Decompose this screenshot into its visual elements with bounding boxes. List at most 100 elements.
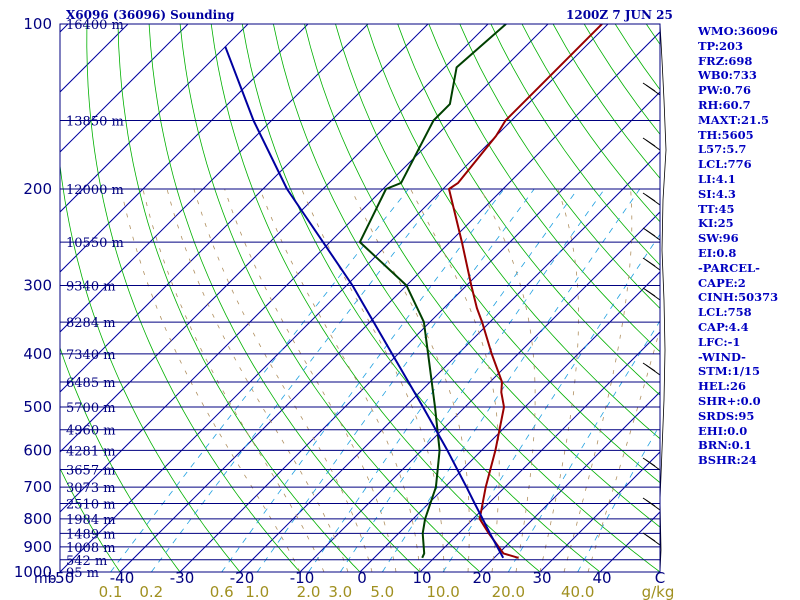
mixing-ratio-label: 0.6 bbox=[210, 583, 234, 600]
pressure-tick-label: 400 bbox=[23, 345, 52, 363]
mixing-ratio-label: 40.0 bbox=[561, 583, 594, 600]
isotherm-line bbox=[60, 24, 309, 273]
temperature-tick-label: -50 bbox=[50, 569, 75, 587]
isotherm-line bbox=[479, 391, 660, 572]
pressure-tick-label: 200 bbox=[23, 180, 52, 198]
stat-line: BSHR:24 bbox=[698, 453, 757, 468]
stat-line: FRZ:698 bbox=[698, 53, 753, 68]
temperature-tick-label: 30 bbox=[532, 569, 551, 587]
mixing-ratio-label: 3.0 bbox=[328, 583, 352, 600]
temperature-unit-label: C bbox=[655, 569, 665, 587]
stat-line: CAP:4.4 bbox=[698, 319, 749, 334]
stat-line: MAXT:21.5 bbox=[698, 112, 769, 127]
stat-line: SRDS:95 bbox=[698, 408, 755, 423]
stat-line: STM:1/15 bbox=[698, 364, 761, 379]
wind-staff bbox=[659, 23, 667, 573]
stat-line: KI:25 bbox=[698, 216, 734, 231]
isotherm-line bbox=[60, 24, 489, 453]
isotherm-line bbox=[119, 31, 660, 572]
height-label: 5700 m bbox=[66, 401, 116, 416]
height-label: 3657 m bbox=[66, 463, 116, 478]
stat-line: CAPE:2 bbox=[698, 275, 746, 290]
temperature-tick-label: 10 bbox=[412, 569, 431, 587]
height-label: 4281 m bbox=[66, 444, 116, 459]
stat-line: SHR+:0.0 bbox=[698, 393, 761, 408]
temperature-tick-label: -40 bbox=[110, 569, 135, 587]
height-label: 12000 m bbox=[66, 183, 124, 198]
stat-line: EHI:0.0 bbox=[698, 423, 748, 438]
temperature-tick-label: 20 bbox=[472, 569, 491, 587]
wind-barb-feather bbox=[642, 257, 656, 267]
pressure-tick-label: 600 bbox=[23, 441, 52, 459]
sounding-curves bbox=[224, 24, 603, 559]
mixing-ratio-line bbox=[150, 188, 444, 572]
wind-barb-feather bbox=[642, 497, 656, 507]
pressure-unit-label: mb bbox=[34, 571, 57, 587]
isotherm-line bbox=[539, 451, 660, 572]
height-label: 7340 m bbox=[66, 348, 116, 363]
stat-line: RH:60.7 bbox=[698, 97, 751, 112]
mixing-ratio-label: 5.0 bbox=[370, 583, 394, 600]
dewpoint-curve bbox=[358, 24, 507, 559]
mixing-ratio-label: 1.0 bbox=[245, 583, 269, 600]
height-label: 1008 m bbox=[66, 541, 116, 556]
pressure-tick-label: 300 bbox=[23, 276, 52, 294]
temperature-curve bbox=[448, 24, 603, 559]
station-title: X6096 (36096) Sounding bbox=[66, 8, 235, 22]
moist-adiabat-line bbox=[539, 188, 579, 572]
moist-adiabat-line bbox=[142, 188, 325, 572]
stat-line: LFC:-1 bbox=[698, 334, 741, 349]
temperature-tick-label: -10 bbox=[290, 569, 315, 587]
isotherm-line bbox=[359, 271, 660, 572]
height-label: 1984 m bbox=[66, 513, 116, 528]
stat-line: -WIND- bbox=[698, 349, 746, 364]
mixing-ratio-line bbox=[442, 233, 660, 572]
stat-line: CINH:50373 bbox=[698, 290, 779, 305]
temperature-tick-label: -30 bbox=[170, 569, 195, 587]
pressure-tick-label: 700 bbox=[23, 478, 52, 496]
mixing-ratio-line bbox=[221, 188, 505, 572]
height-label: 4960 m bbox=[66, 424, 116, 439]
stats-panel: WMO:36096 TP:203 FRZ:698 WB0:733 PW:0.76 RH:6… bbox=[698, 24, 800, 468]
isotherm-line bbox=[60, 24, 369, 333]
height-label: 1489 m bbox=[66, 527, 116, 542]
stat-line: EI:0.8 bbox=[698, 245, 737, 260]
isobars bbox=[60, 23, 660, 573]
height-label: 9340 m bbox=[66, 279, 116, 294]
sounding-time: 1200Z 7 JUN 25 bbox=[566, 8, 673, 22]
mixing-ratio-label: 0.1 bbox=[99, 583, 123, 600]
stat-line: SW:96 bbox=[698, 231, 739, 246]
plot-frame bbox=[59, 23, 661, 573]
isotherm-line bbox=[60, 24, 249, 213]
moist-adiabat-line bbox=[120, 188, 301, 572]
stat-line: LI:4.1 bbox=[698, 171, 736, 186]
wind-barb-feather bbox=[642, 362, 656, 372]
height-label: 2510 m bbox=[66, 498, 116, 513]
stat-line: TH:5605 bbox=[698, 127, 754, 142]
height-label: 542 m bbox=[66, 554, 107, 569]
mixing-ratio-label: 2.0 bbox=[297, 583, 321, 600]
isotherm-line bbox=[60, 24, 189, 153]
height-label: 3073 m bbox=[66, 481, 116, 496]
stat-line: SI:4.3 bbox=[698, 186, 736, 201]
wind-barb-feather bbox=[642, 532, 656, 542]
height-label: 13850 m bbox=[66, 114, 124, 129]
height-label: 95 m bbox=[66, 566, 99, 581]
mixing-ratio-label: 10.0 bbox=[426, 583, 459, 600]
stat-line: TP:203 bbox=[698, 38, 744, 53]
isotherm-line bbox=[419, 331, 660, 572]
mixing-ratio-unit-label: g/kg bbox=[642, 583, 675, 600]
wind-barb-feather bbox=[642, 137, 656, 147]
isotherm-line bbox=[60, 24, 429, 393]
axis-labels: 16400 m 13850 m 12000 m 10550 m 9340 m 8284 m… bbox=[14, 15, 675, 600]
isotherm-line bbox=[60, 24, 549, 513]
mixing-ratio-label: 0.2 bbox=[139, 583, 163, 600]
pressure-tick-label: 100 bbox=[23, 15, 52, 33]
stat-line: WMO:36096 bbox=[698, 24, 778, 38]
pressure-tick-label: 1000 bbox=[14, 563, 52, 581]
height-label: 10550 m bbox=[66, 236, 124, 251]
stat-line: LCL:776 bbox=[698, 157, 752, 172]
stat-line: LCL:758 bbox=[698, 305, 752, 320]
moist-adiabat-line bbox=[224, 188, 397, 572]
pressure-tick-label: 500 bbox=[23, 398, 52, 416]
